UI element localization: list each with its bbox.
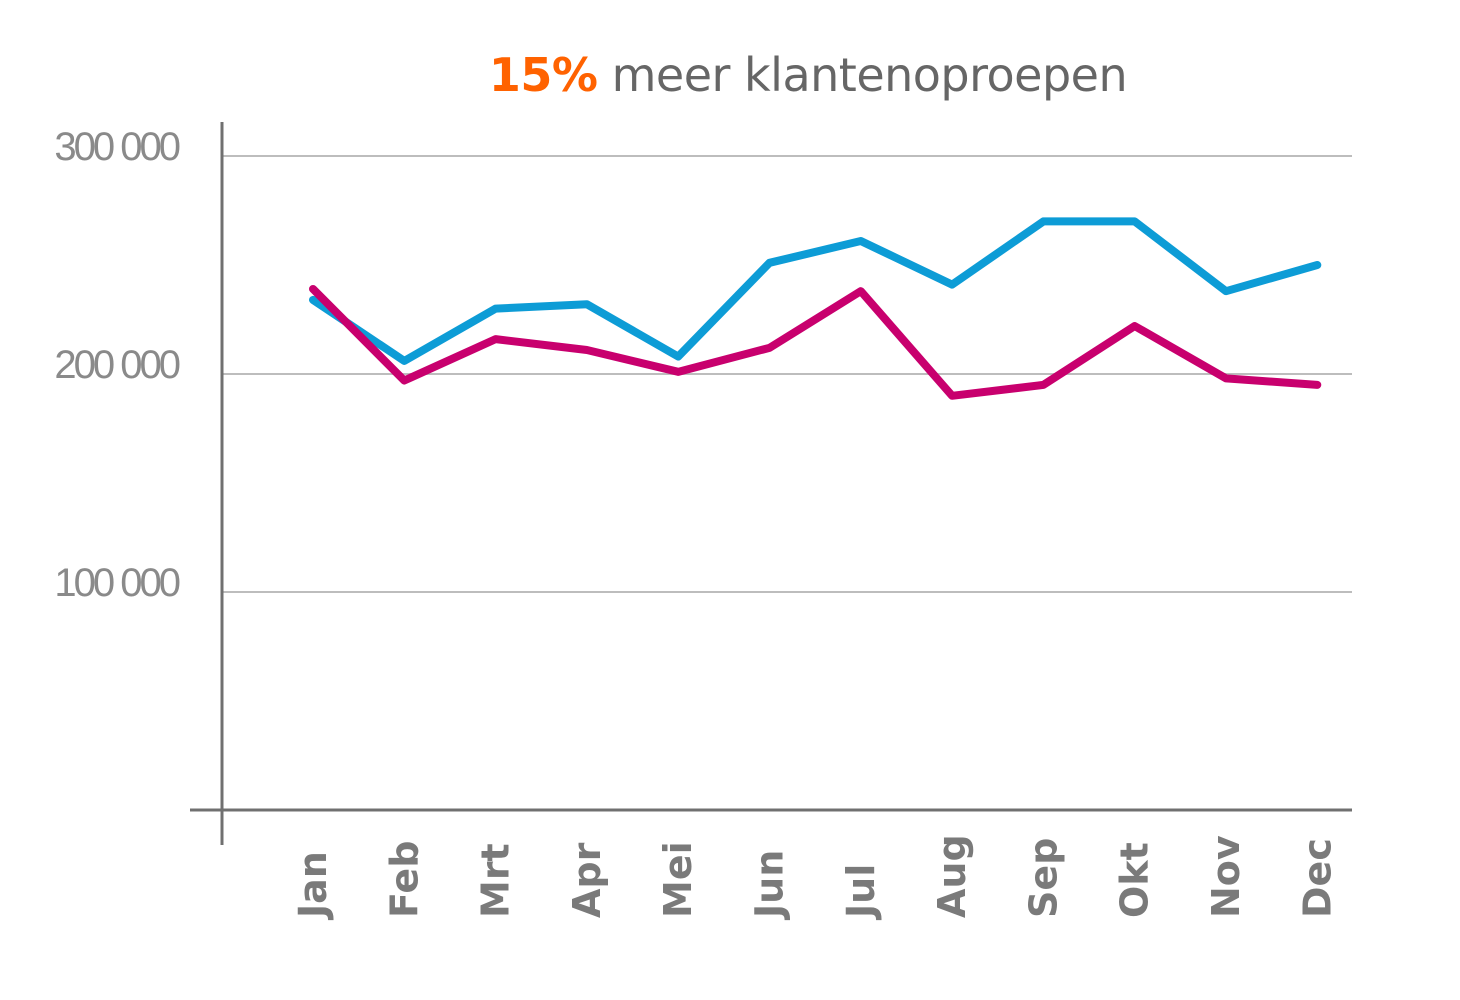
x-tick-label: Jun xyxy=(748,850,792,921)
chart-title: 15% meer klantenoproepen xyxy=(0,48,1460,102)
series-line-2 xyxy=(309,284,1322,400)
y-axis-ticks: 100 000 200 000 300 000 xyxy=(54,125,182,605)
x-tick-label: Apr xyxy=(565,842,609,918)
chart-title-highlight: 15% xyxy=(488,48,598,102)
x-axis-ticks: Jan Feb Mrt Apr Mei Jun Jul Aug Sep Okt Nov Dec xyxy=(291,834,1339,921)
x-tick-label: Mrt xyxy=(474,843,518,918)
x-tick-label: Sep xyxy=(1021,838,1065,918)
x-tick-label: Okt xyxy=(1113,842,1157,918)
x-tick-label: Jan xyxy=(291,851,335,921)
grid-lines xyxy=(222,155,1352,593)
x-tick-label: Jul xyxy=(839,864,883,921)
y-tick-label: 300 000 xyxy=(54,125,179,169)
x-tick-label: Mei xyxy=(656,841,700,918)
series-line-1 xyxy=(309,217,1322,365)
x-tick-label: Feb xyxy=(382,841,426,918)
y-tick-label: 100 000 xyxy=(54,561,179,605)
y-tick-label: 200 000 xyxy=(54,343,179,387)
series-lines xyxy=(309,217,1322,400)
axes xyxy=(190,122,1352,845)
x-tick-label: Nov xyxy=(1204,835,1248,918)
x-tick-label: Aug xyxy=(930,834,974,918)
chart-title-text: meer klantenoproepen xyxy=(597,48,1128,102)
x-tick-label: Dec xyxy=(1295,838,1339,918)
